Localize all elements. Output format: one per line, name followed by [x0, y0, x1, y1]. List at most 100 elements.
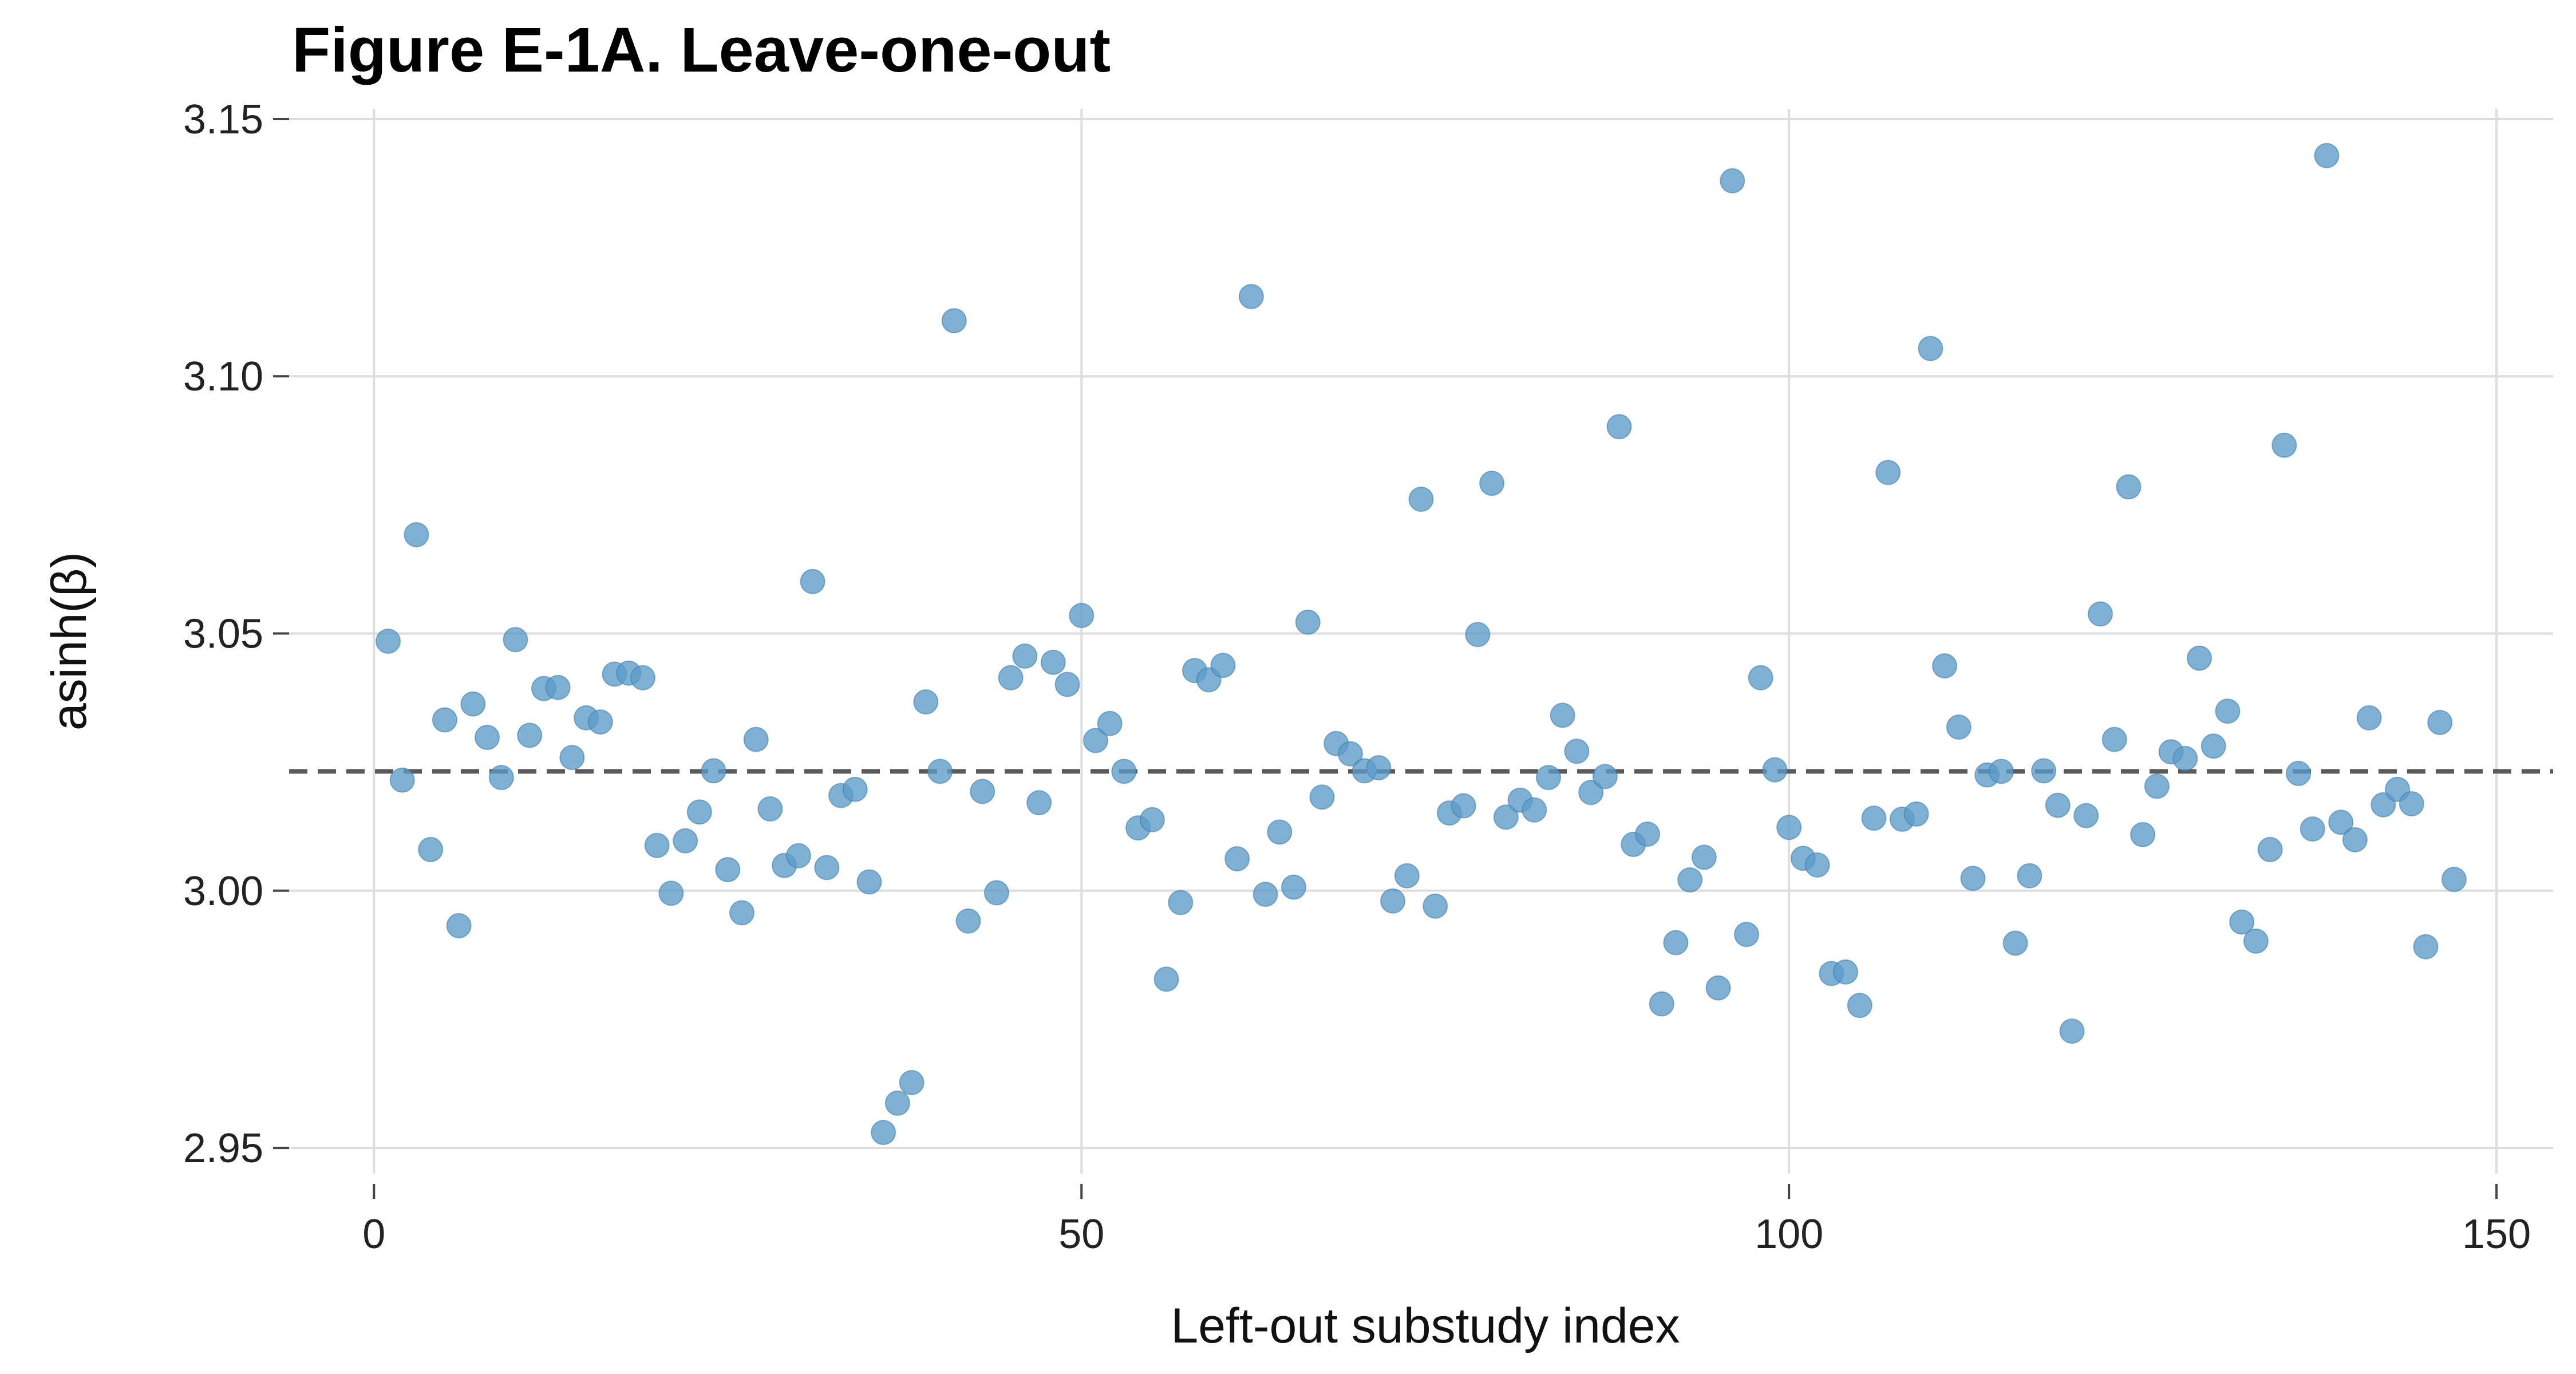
data-point	[1493, 804, 1519, 830]
data-point	[2427, 709, 2453, 735]
data-point	[418, 836, 444, 862]
data-point	[1423, 893, 1448, 919]
data-point	[785, 843, 811, 868]
data-point	[842, 776, 868, 802]
data-point	[899, 1069, 924, 1095]
x-tick-label: 150	[2462, 1211, 2531, 1257]
data-point	[1040, 649, 1066, 675]
data-point	[1337, 741, 1363, 767]
data-point	[1635, 821, 1660, 847]
data-point	[630, 665, 655, 690]
data-point	[998, 665, 1024, 690]
data-point	[1606, 414, 1632, 440]
data-point	[1451, 793, 1476, 819]
data-point	[686, 799, 712, 825]
data-point	[404, 522, 429, 547]
data-point	[2399, 791, 2424, 816]
data-point	[913, 689, 939, 715]
data-point	[1677, 867, 1703, 893]
data-point	[1224, 846, 1250, 872]
data-point	[389, 767, 415, 793]
data-point	[871, 1120, 896, 1146]
data-point	[1734, 922, 1760, 947]
data-point	[545, 674, 571, 700]
data-point	[1705, 975, 1731, 1001]
y-tick-label: 3.05	[183, 611, 263, 657]
data-point	[1253, 882, 1278, 907]
chart-title: Figure E-1A. Leave-one-out	[292, 15, 1111, 85]
data-point	[2286, 760, 2312, 786]
data-point	[757, 796, 783, 822]
data-point	[1238, 283, 1264, 309]
data-point	[2200, 733, 2226, 759]
data-point	[814, 855, 840, 881]
data-point	[955, 908, 981, 934]
data-point	[460, 691, 486, 717]
data-point	[983, 880, 1009, 906]
data-point	[517, 722, 543, 748]
data-point	[2215, 698, 2241, 724]
data-point	[1748, 665, 1773, 690]
data-point	[1281, 874, 1307, 900]
data-point	[1918, 335, 1943, 361]
data-point	[1210, 653, 1236, 678]
data-point	[1153, 966, 1179, 992]
data-points	[376, 143, 2467, 1146]
y-axis-ticks: 2.95 3.00 3.05 3.10 3.15	[183, 97, 289, 1171]
data-point	[376, 629, 401, 654]
data-point	[1861, 806, 1887, 831]
data-point	[2229, 909, 2255, 935]
data-point	[2116, 474, 2142, 500]
data-point	[1295, 609, 1321, 635]
data-point	[1054, 672, 1080, 697]
data-point	[2172, 745, 2198, 771]
data-point	[2271, 432, 2297, 458]
data-point	[432, 707, 457, 733]
data-point	[1833, 959, 1859, 985]
data-point	[2243, 928, 2269, 954]
data-point	[1720, 168, 1745, 194]
data-point	[1479, 471, 1505, 496]
data-point	[1394, 863, 1420, 889]
data-point	[927, 759, 953, 784]
data-point	[2130, 822, 2156, 847]
data-point	[1691, 844, 1717, 870]
data-point	[2314, 143, 2340, 168]
data-point	[2328, 810, 2354, 835]
x-tick-label: 0	[362, 1211, 385, 1257]
data-point	[856, 869, 882, 895]
data-point	[1946, 714, 1971, 740]
data-point	[1267, 819, 1293, 845]
data-point	[1168, 890, 1194, 915]
data-point	[1932, 653, 1958, 679]
data-point	[1762, 757, 1788, 783]
data-point	[1366, 755, 1392, 781]
y-axis-label: asinh(β)	[42, 552, 97, 731]
data-point	[1649, 991, 1674, 1017]
data-point	[2187, 645, 2212, 671]
data-point	[2413, 934, 2439, 960]
data-point	[743, 727, 769, 752]
data-point	[503, 627, 528, 653]
data-point	[1465, 622, 1491, 647]
data-point	[1012, 643, 1038, 669]
data-point	[1380, 888, 1406, 914]
data-point	[1111, 759, 1137, 784]
data-point	[1026, 790, 1052, 816]
data-point	[1663, 930, 1689, 956]
data-point	[884, 1090, 910, 1116]
data-point	[2300, 816, 2325, 842]
data-point	[1776, 815, 1802, 840]
data-point	[446, 913, 472, 938]
data-point	[2342, 827, 2368, 852]
y-tick-label: 3.15	[183, 97, 263, 143]
data-point	[475, 725, 500, 751]
x-axis-ticks: 0 50 100 150	[362, 1184, 2531, 1257]
data-point	[1550, 702, 1575, 728]
x-axis-label: Left-out substudy index	[1171, 1298, 1680, 1353]
data-point	[488, 765, 514, 791]
data-point	[2144, 773, 2170, 799]
data-point	[1578, 780, 1604, 806]
data-point	[2031, 758, 2057, 784]
data-point	[970, 779, 995, 804]
